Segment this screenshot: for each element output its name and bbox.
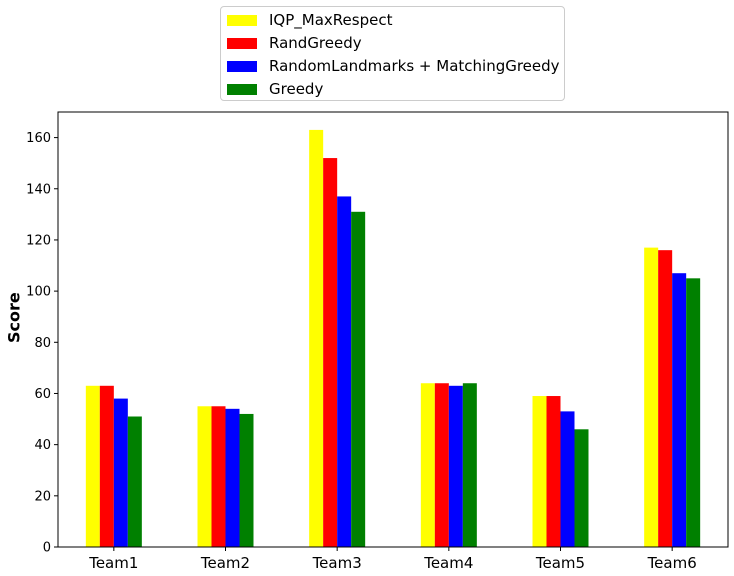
bar-team4-randgreedy bbox=[434, 383, 449, 547]
legend-swatch bbox=[227, 83, 257, 95]
bar-team6-greedy bbox=[686, 278, 701, 547]
y-tick-label: 100 bbox=[26, 285, 51, 300]
x-tick-label: Team4 bbox=[423, 554, 473, 572]
legend: IQP_MaxRespect RandGreedy RandomLandmark… bbox=[220, 6, 565, 101]
y-axis-label: Score bbox=[4, 292, 24, 343]
y-tick-label: 20 bbox=[34, 489, 51, 504]
x-tick-label: Team1 bbox=[88, 554, 138, 572]
bar-team5-randomlandmarks-matchinggreedy bbox=[560, 411, 575, 547]
bar-team1-randgreedy bbox=[99, 385, 114, 547]
y-tick-label: 140 bbox=[26, 182, 51, 197]
x-tick-label: Team5 bbox=[535, 554, 585, 572]
x-tick-label: Team2 bbox=[200, 554, 250, 572]
legend-item-randgreedy: RandGreedy bbox=[227, 32, 362, 54]
plot-frame bbox=[57, 111, 729, 548]
legend-label: Greedy bbox=[269, 80, 324, 98]
bar-team5-randgreedy bbox=[546, 396, 561, 547]
x-tick-label: Team3 bbox=[312, 554, 362, 572]
bar-team4-greedy bbox=[462, 383, 477, 547]
x-axis: Team1 Team2 Team3 Team4 Team5 Team6 bbox=[88, 547, 697, 572]
bar-team1-iqp-maxrespect bbox=[85, 385, 100, 547]
bar-team3-randomlandmarks-matchinggreedy bbox=[337, 196, 352, 548]
bar-team5-greedy bbox=[574, 429, 589, 547]
bar-team3-randgreedy bbox=[323, 158, 338, 547]
legend-label: RandomLandmarks + MatchingGreedy bbox=[269, 57, 560, 75]
bars-group bbox=[85, 129, 701, 548]
legend-item-iqp-maxrespect: IQP_MaxRespect bbox=[227, 9, 392, 31]
bar-team6-randomlandmarks-matchinggreedy bbox=[672, 273, 687, 547]
legend-label: IQP_MaxRespect bbox=[269, 11, 393, 29]
bar-team1-randomlandmarks-matchinggreedy bbox=[113, 398, 128, 547]
bar-team2-greedy bbox=[239, 413, 254, 547]
bar-team1-greedy bbox=[127, 416, 142, 547]
bar-team4-randomlandmarks-matchinggreedy bbox=[448, 385, 463, 547]
legend-swatch bbox=[227, 14, 257, 26]
bar-team6-randgreedy bbox=[658, 250, 673, 548]
y-axis: 0 20 40 60 80 100 120 140 160 bbox=[26, 131, 58, 556]
bar-team6-iqp-maxrespect bbox=[644, 247, 659, 547]
bar-team2-iqp-maxrespect bbox=[197, 406, 212, 547]
y-tick-label: 160 bbox=[26, 131, 51, 146]
bar-team2-randomlandmarks-matchinggreedy bbox=[225, 408, 240, 547]
bar-team5-iqp-maxrespect bbox=[532, 396, 547, 547]
bar-team3-greedy bbox=[351, 211, 366, 547]
y-tick-label: 80 bbox=[34, 336, 51, 351]
legend-item-greedy: Greedy bbox=[227, 78, 323, 100]
bar-team2-randgreedy bbox=[211, 406, 226, 547]
legend-swatch bbox=[227, 37, 257, 49]
legend-label: RandGreedy bbox=[269, 34, 362, 52]
y-tick-label: 0 bbox=[43, 541, 51, 556]
y-tick-label: 60 bbox=[34, 387, 51, 402]
legend-swatch bbox=[227, 60, 257, 72]
y-tick-label: 120 bbox=[26, 233, 51, 248]
legend-item-randomlandmarks-matchinggreedy: RandomLandmarks + MatchingGreedy bbox=[227, 55, 560, 77]
y-tick-label: 40 bbox=[34, 438, 51, 453]
x-tick-label: Team6 bbox=[647, 554, 697, 572]
bar-team4-iqp-maxrespect bbox=[420, 383, 435, 547]
bar-team3-iqp-maxrespect bbox=[309, 129, 324, 548]
